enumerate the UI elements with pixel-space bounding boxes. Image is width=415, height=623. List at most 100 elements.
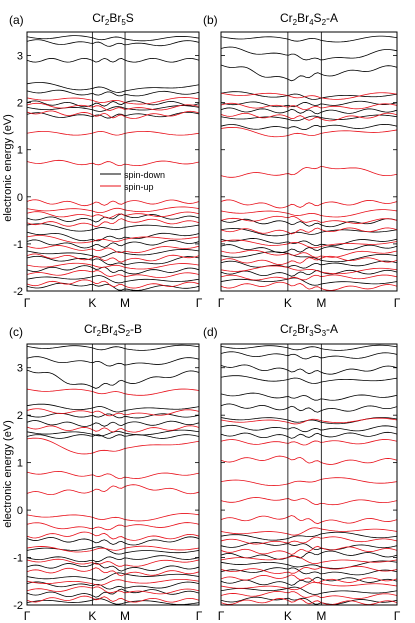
spin-up-band-d-10	[221, 565, 397, 574]
spin-up-band-d-12	[221, 581, 397, 591]
spin-up-band-c-7	[27, 522, 199, 531]
y-tick-c-3: 1	[17, 458, 23, 470]
bands-c	[27, 344, 199, 605]
spin-down-band-c-9	[27, 546, 199, 555]
frame-c	[26, 343, 200, 606]
spin-down-band-a-6	[27, 105, 199, 112]
spin-down-band-d-10	[221, 542, 397, 551]
spin-up-band-a-0	[27, 97, 199, 105]
spin-down-band-d-12	[221, 560, 397, 569]
spin-down-band-a-10	[27, 231, 199, 242]
x-tick-b-3: Γ	[394, 296, 401, 310]
spin-down-band-a-1	[27, 39, 199, 47]
spin-up-band-d-4	[221, 497, 397, 506]
panel-label-a: (a)	[9, 13, 24, 27]
y-tick-c-2: 0	[17, 505, 23, 517]
spin-up-band-b-6	[221, 209, 397, 218]
spin-down-band-b-3	[221, 91, 397, 100]
spin-up-band-b-9	[221, 239, 397, 249]
frame-b	[220, 31, 398, 292]
frame-d	[220, 343, 398, 606]
spin-down-band-c-12	[27, 572, 199, 581]
spin-down-band-a-14	[27, 265, 199, 275]
spin-down-band-a-9	[27, 223, 199, 232]
spin-up-band-c-5	[27, 484, 199, 496]
spin-down-band-b-1	[221, 46, 397, 61]
spin-down-band-a-13	[27, 255, 199, 266]
spin-down-band-b-5	[221, 107, 397, 115]
spin-down-band-a-15	[27, 275, 199, 284]
panel-title-a: Cr2Br5S	[92, 11, 134, 27]
spin-down-band-c-11	[27, 562, 199, 572]
spin-down-band-d-15	[221, 586, 397, 595]
spin-up-band-c-12	[27, 578, 199, 586]
spin-up-band-c-0	[27, 388, 199, 396]
spin-up-band-c-6	[27, 513, 199, 522]
spin-down-band-c-3	[27, 403, 199, 413]
y-tick-a-1: -1	[13, 239, 23, 251]
x-tick-d-3: Γ	[394, 609, 401, 623]
ylabel-top: electronic energy (eV)	[2, 114, 14, 222]
y-tick-a-5: 3	[17, 51, 23, 63]
spin-up-band-d-7	[221, 536, 397, 545]
spin-down-band-a-0	[27, 35, 199, 42]
spin-up-band-a-3	[27, 130, 199, 136]
spin-up-band-a-14	[27, 279, 199, 289]
spin-down-band-c-0	[27, 344, 199, 351]
spin-down-band-d-14	[221, 576, 397, 586]
panel-b: (b) Cr2Br4S2-A Γ K M Γ	[203, 11, 401, 310]
spin-down-band-b-13	[221, 260, 397, 269]
spin-up-band-b-8	[221, 227, 397, 235]
frame-a	[26, 31, 200, 292]
x-tick-c-0: Γ	[24, 609, 31, 623]
spin-down-band-c-2	[27, 369, 199, 389]
x-tick-a-1: K	[88, 296, 96, 310]
y-tick-c-1: -1	[13, 553, 23, 565]
spin-up-band-d-5	[221, 515, 397, 525]
spin-down-band-b-12	[221, 251, 397, 263]
spin-down-band-b-6	[221, 114, 397, 122]
panel-label-c: (c)	[9, 325, 23, 339]
spin-down-band-c-10	[27, 555, 199, 563]
spin-down-band-b-10	[221, 238, 397, 246]
spin-up-band-b-1	[221, 102, 397, 111]
panel-title-c: Cr2Br4S2-B	[84, 322, 142, 338]
spin-up-band-b-10	[221, 249, 397, 258]
spin-down-band-c-7	[27, 434, 199, 439]
spin-up-band-a-12	[27, 262, 199, 270]
spin-down-band-d-16	[221, 596, 397, 605]
bands-b	[221, 35, 397, 291]
x-tick-d-2: M	[316, 609, 326, 623]
bands-a	[27, 35, 199, 291]
spin-down-band-d-11	[221, 550, 397, 560]
spin-down-band-d-1	[221, 351, 397, 360]
spin-down-band-c-13	[27, 581, 199, 590]
x-tick-c-2: M	[120, 609, 130, 623]
spin-up-band-b-12	[221, 265, 397, 275]
spin-up-band-c-2	[27, 425, 199, 433]
spin-up-band-d-14	[221, 598, 397, 605]
x-tick-b-0: Γ	[218, 296, 225, 310]
spin-down-band-d-13	[221, 567, 397, 576]
spin-up-band-d-2	[221, 455, 397, 465]
x-tick-b-2: M	[316, 296, 326, 310]
spin-down-band-b-0	[221, 35, 397, 43]
spin-up-band-d-8	[221, 545, 397, 555]
spin-up-band-b-0	[221, 92, 397, 100]
spin-down-band-b-11	[221, 244, 397, 254]
spin-up-band-d-11	[221, 574, 397, 584]
spin-up-band-b-7	[221, 215, 397, 224]
spin-up-band-a-2	[27, 110, 199, 119]
spin-down-band-d-7	[221, 424, 397, 433]
ylabel-bottom: electronic energy (eV)	[2, 420, 14, 528]
panel-label-b: (b)	[203, 13, 218, 27]
spin-up-band-d-1	[221, 439, 397, 446]
y-tick-a-0: -2	[13, 286, 23, 298]
spin-up-band-c-3	[27, 437, 199, 455]
legend-label-0: spin-down	[124, 170, 165, 180]
y-tick-c-0: -2	[13, 600, 23, 612]
spin-down-band-d-2	[221, 364, 397, 375]
panel-d: (d) Cr2Br3S3-A Γ K M Γ	[203, 322, 401, 623]
